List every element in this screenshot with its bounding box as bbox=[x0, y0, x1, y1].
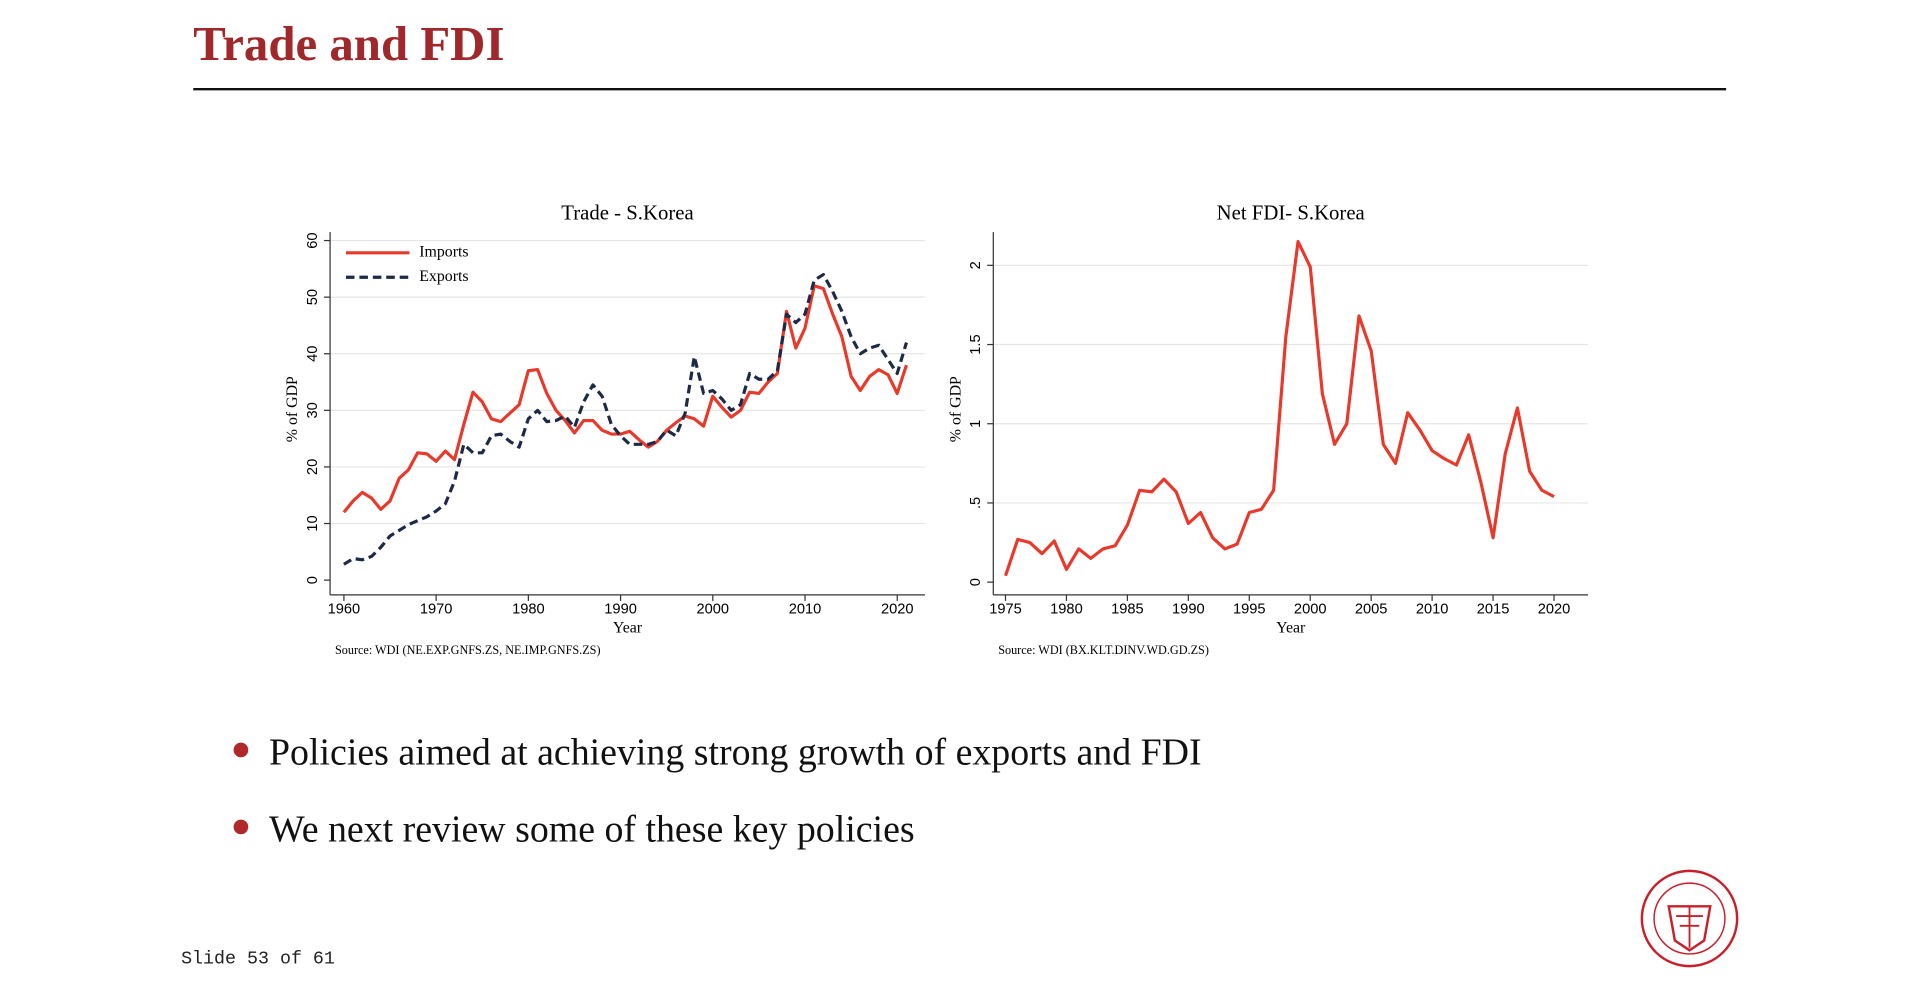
y-tick-label: 0 bbox=[968, 578, 984, 586]
x-tick-label: 1975 bbox=[989, 601, 1022, 617]
bullet-dot bbox=[233, 742, 249, 758]
x-tick-label: 1980 bbox=[512, 601, 545, 617]
y-axis-title: % of GDP bbox=[947, 376, 964, 442]
x-tick-label: 2020 bbox=[881, 601, 914, 617]
slide-title: Trade and FDI bbox=[193, 16, 504, 71]
y-tick-label: 60 bbox=[305, 232, 321, 248]
bullet: We next review some of these key policie… bbox=[269, 809, 915, 851]
x-tick-label: 2020 bbox=[1538, 601, 1571, 617]
x-tick-label: 2010 bbox=[1416, 601, 1449, 617]
x-tick-label: 2005 bbox=[1355, 601, 1388, 617]
x-tick-label: 2015 bbox=[1477, 601, 1510, 617]
y-tick-label: 2 bbox=[968, 261, 984, 269]
x-tick-label: 1985 bbox=[1111, 601, 1144, 617]
y-tick-label: 40 bbox=[305, 346, 321, 362]
university-seal bbox=[1640, 869, 1739, 968]
series-line bbox=[343, 272, 908, 566]
legend-label: Exports bbox=[419, 268, 468, 285]
y-axis-title: % of GDP bbox=[284, 376, 301, 442]
source-note: Source: WDI (BX.KLT.DINV.WD.GD.ZS) bbox=[998, 643, 1209, 657]
y-tick-label: .5 bbox=[968, 497, 984, 509]
y-tick-label: 30 bbox=[305, 402, 321, 418]
chart-title: Trade - S.Korea bbox=[561, 203, 693, 225]
x-axis-title: Year bbox=[1276, 620, 1306, 637]
x-tick-label: 1960 bbox=[328, 601, 361, 617]
slide-number: Slide 53 of 61 bbox=[181, 949, 335, 970]
x-tick-label: 2000 bbox=[1294, 601, 1327, 617]
x-tick-label: 1995 bbox=[1233, 601, 1266, 617]
y-tick-label: 0 bbox=[305, 576, 321, 584]
y-tick-label: 20 bbox=[305, 459, 321, 475]
x-tick-label: 2010 bbox=[789, 601, 822, 617]
bullet: Policies aimed at achieving strong growt… bbox=[269, 732, 1202, 774]
bullet-dot bbox=[233, 819, 249, 835]
x-tick-label: 1980 bbox=[1050, 601, 1083, 617]
x-tick-label: 2000 bbox=[697, 601, 730, 617]
y-tick-label: 1.5 bbox=[968, 334, 984, 354]
y-tick-label: 1 bbox=[968, 420, 984, 428]
chart-title: Net FDI- S.Korea bbox=[1217, 203, 1365, 225]
x-tick-label: 1990 bbox=[604, 601, 637, 617]
y-tick-label: 10 bbox=[305, 515, 321, 531]
source-note: Source: WDI (NE.EXP.GNFS.ZS, NE.IMP.GNFS… bbox=[335, 643, 601, 657]
legend-label: Imports bbox=[419, 243, 468, 260]
x-tick-label: 1970 bbox=[420, 601, 453, 617]
series-line bbox=[1004, 240, 1555, 577]
x-tick-label: 1990 bbox=[1172, 601, 1205, 617]
x-axis-title: Year bbox=[613, 620, 643, 637]
y-tick-label: 50 bbox=[305, 289, 321, 305]
series-line bbox=[342, 284, 908, 514]
